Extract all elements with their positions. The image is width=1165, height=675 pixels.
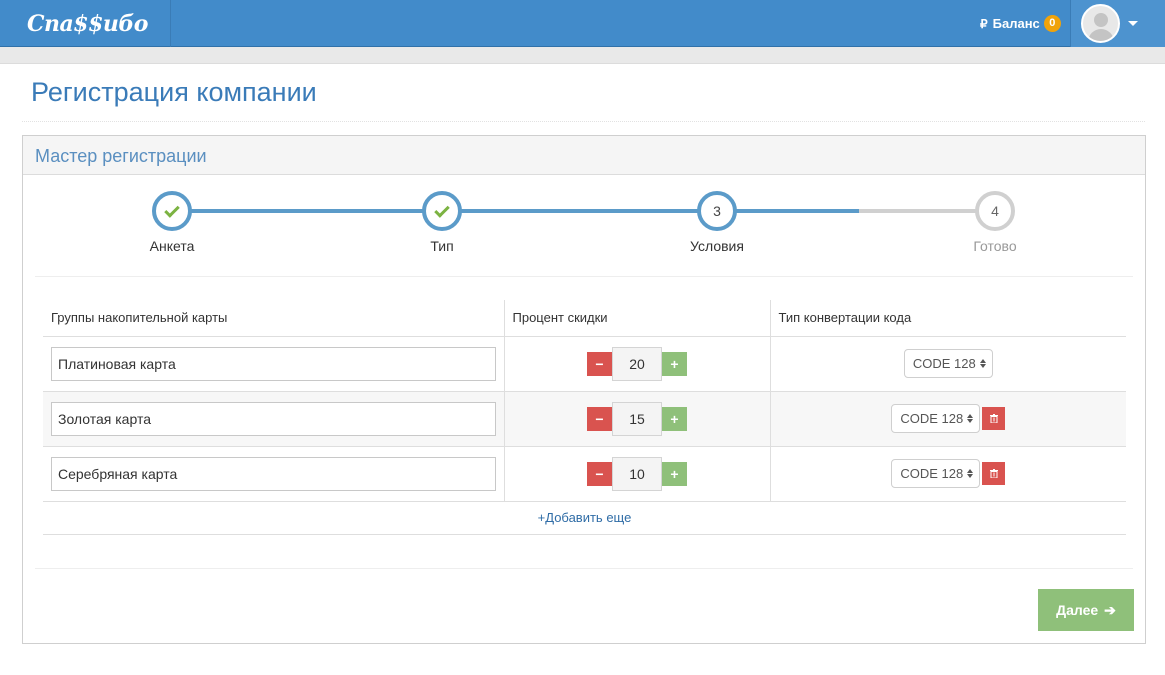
registration-wizard-panel: Мастер регистрации Анкета Тип 3 Условия …	[22, 135, 1146, 644]
trash-icon	[989, 414, 998, 423]
trash-icon	[989, 469, 998, 478]
user-menu[interactable]	[1070, 0, 1165, 47]
code-type-select[interactable]: CODE 128	[891, 459, 981, 488]
discount-input[interactable]	[612, 346, 662, 381]
balance-badge: 0	[1043, 15, 1061, 32]
decrease-button[interactable]: −	[587, 406, 612, 431]
discount-input[interactable]	[612, 456, 662, 491]
code-type-cell: CODE 128	[769, 446, 1126, 502]
sub-navbar	[0, 47, 1165, 64]
logo-text: Спа$$ибо	[27, 10, 148, 37]
group-name-cell	[43, 391, 504, 447]
code-type-value: CODE 128	[900, 466, 964, 481]
column-header-discount: Процент скидки	[503, 300, 770, 337]
wizard-step-3[interactable]: 3	[697, 191, 737, 231]
discount-stepper: − +	[505, 401, 770, 436]
logo[interactable]: Спа$$ибо	[0, 0, 171, 47]
page-title: Регистрация компании	[31, 77, 317, 107]
group-name-cell	[43, 446, 504, 502]
table-row: − + CODE 128	[43, 446, 1126, 502]
wizard-divider	[35, 276, 1133, 277]
group-name-input[interactable]	[51, 346, 496, 381]
title-divider	[22, 121, 1145, 122]
balance-label: Баланс	[992, 16, 1040, 31]
top-navbar: Спа$$ибо ₽ Баланс 0	[0, 0, 1165, 47]
discount-cell: − +	[503, 446, 770, 502]
group-name-input[interactable]	[51, 401, 496, 436]
group-name-cell	[43, 336, 504, 392]
next-button[interactable]: Далее ➔	[1038, 589, 1134, 631]
arrow-right-icon: ➔	[1104, 601, 1116, 618]
discount-stepper: − +	[505, 346, 770, 381]
code-type-cell: CODE 128	[769, 391, 1126, 447]
chevron-down-icon	[1128, 21, 1138, 26]
column-header-code-type: Тип конвертации кода	[769, 300, 1126, 337]
discount-cell: − +	[503, 336, 770, 392]
decrease-button[interactable]: −	[587, 351, 612, 376]
avatar-icon	[1081, 4, 1120, 43]
footer-divider	[35, 568, 1133, 569]
code-type-cell: CODE 128	[769, 336, 1126, 392]
wizard-step-1[interactable]	[152, 191, 192, 231]
decrease-button[interactable]: −	[587, 461, 612, 486]
next-button-label: Далее	[1056, 602, 1099, 618]
column-header-groups: Группы накопительной карты	[43, 300, 504, 337]
table-row: − + CODE 128	[43, 336, 1126, 392]
select-arrows-icon	[967, 414, 974, 423]
discount-input[interactable]	[612, 401, 662, 436]
table-header-row: Группы накопительной карты Процент скидк…	[43, 300, 1126, 337]
panel-header: Мастер регистрации	[23, 136, 1145, 175]
discount-stepper: − +	[505, 456, 770, 491]
check-icon	[164, 201, 180, 218]
wizard-step-4[interactable]: 4	[975, 191, 1015, 231]
delete-row-button[interactable]	[982, 462, 1006, 485]
wizard-step-2-label: Тип	[430, 238, 454, 254]
wizard-step-4-label: Готово	[973, 238, 1017, 254]
wizard-steps: Анкета Тип 3 Условия 4 Готово	[23, 136, 1147, 276]
wizard-step-1-label: Анкета	[149, 238, 195, 254]
increase-button[interactable]: +	[662, 351, 687, 376]
discount-cell: − +	[503, 391, 770, 447]
wizard-step-2[interactable]	[422, 191, 462, 231]
add-more-link[interactable]: +Добавить еще	[43, 501, 1126, 535]
increase-button[interactable]: +	[662, 406, 687, 431]
progress-line-done	[191, 209, 859, 213]
panel-title: Мастер регистрации	[35, 146, 207, 166]
select-arrows-icon	[979, 359, 986, 368]
balance-link[interactable]: ₽ Баланс 0	[980, 15, 1061, 32]
table-row: − + CODE 128	[43, 391, 1126, 447]
select-arrows-icon	[967, 469, 974, 478]
check-icon	[434, 201, 450, 218]
code-type-select[interactable]: CODE 128	[891, 404, 981, 433]
progress-line-todo	[859, 209, 995, 213]
code-type-value: CODE 128	[900, 411, 964, 426]
code-type-value: CODE 128	[912, 356, 976, 371]
group-name-input[interactable]	[51, 456, 496, 491]
ruble-icon: ₽	[980, 16, 988, 31]
card-groups-table: Группы накопительной карты Процент скидк…	[43, 300, 1126, 502]
code-type-select[interactable]: CODE 128	[903, 349, 993, 378]
delete-row-button[interactable]	[982, 407, 1006, 430]
wizard-step-3-label: Условия	[690, 238, 744, 254]
increase-button[interactable]: +	[662, 461, 687, 486]
